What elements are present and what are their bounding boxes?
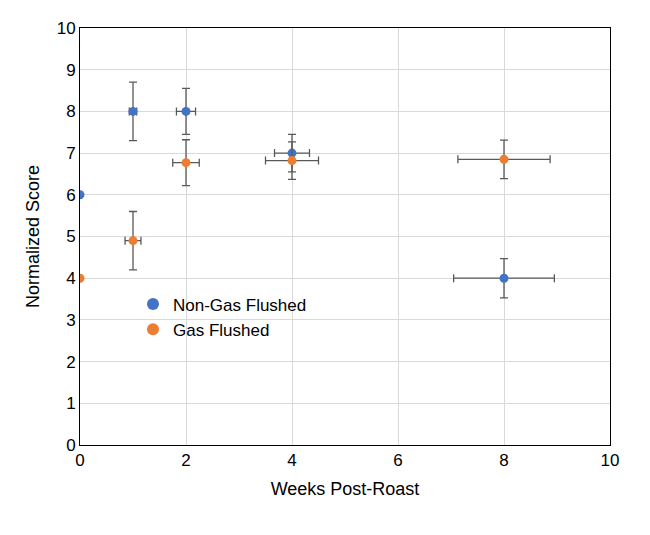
svg-text:8: 8 <box>499 451 508 470</box>
svg-text:Normalized Score: Normalized Score <box>23 165 43 308</box>
svg-text:2: 2 <box>181 451 190 470</box>
svg-text:Weeks Post-Roast: Weeks Post-Roast <box>271 479 420 499</box>
svg-text:10: 10 <box>57 19 76 38</box>
svg-text:8: 8 <box>66 102 75 121</box>
svg-text:Gas Flushed: Gas Flushed <box>173 321 269 340</box>
svg-text:5: 5 <box>66 227 75 246</box>
svg-text:4: 4 <box>66 269 75 288</box>
svg-text:6: 6 <box>66 186 75 205</box>
svg-text:6: 6 <box>393 451 402 470</box>
svg-text:2: 2 <box>66 353 75 372</box>
svg-text:3: 3 <box>66 311 75 330</box>
svg-text:0: 0 <box>75 451 84 470</box>
svg-text:1: 1 <box>66 394 75 413</box>
svg-text:9: 9 <box>66 61 75 80</box>
svg-text:4: 4 <box>287 451 296 470</box>
svg-text:Non-Gas Flushed: Non-Gas Flushed <box>173 296 306 315</box>
svg-text:10: 10 <box>601 451 620 470</box>
svg-text:0: 0 <box>66 436 75 455</box>
svg-text:7: 7 <box>66 144 75 163</box>
